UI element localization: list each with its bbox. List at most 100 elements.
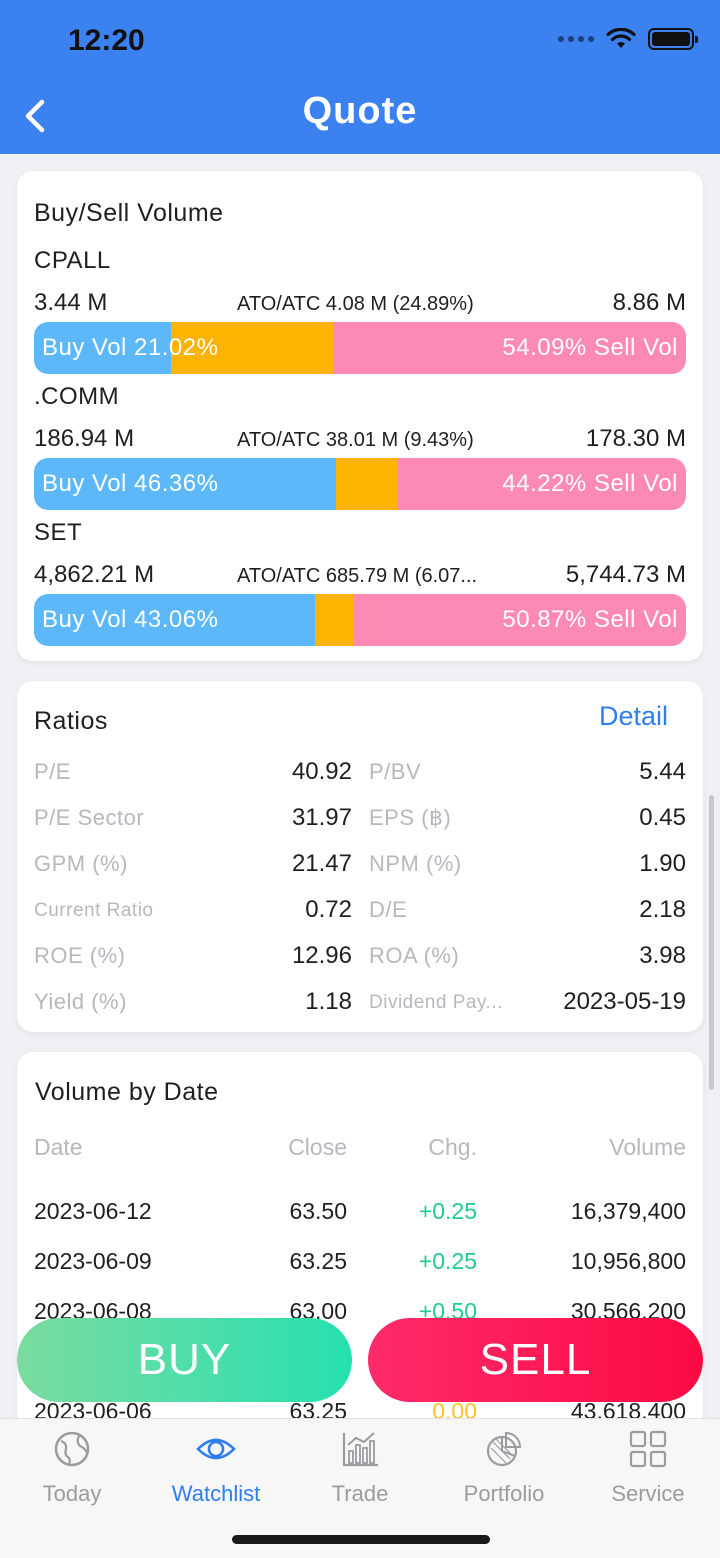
ratio-value: 1.18 [305, 988, 352, 1015]
ratio-label: ROE (%) [34, 943, 126, 968]
ratio-value: 2.18 [639, 896, 686, 923]
ratio-label: Yield (%) [34, 989, 127, 1014]
volume-bar: Buy Vol 43.06% 50.87% Sell Vol [34, 594, 686, 646]
ratio-label: P/E [34, 759, 71, 784]
volume-cell: 10,956,800 [570, 1248, 686, 1274]
ratio-value: 3.98 [639, 942, 686, 969]
ratio-value: 21.47 [291, 850, 352, 877]
globe-icon [54, 1431, 90, 1467]
tab-bar: Today Watchlist Trade Portfolio [0, 1418, 720, 1558]
column-header-date: Date [34, 1134, 83, 1160]
ato-atc-value: ATO/ATC 685.79 M (6.07... [237, 565, 478, 587]
buy-vol-label: Buy Vol 43.06% [42, 606, 219, 633]
buy-volume-value: 4,862.21 M [34, 561, 155, 588]
status-time: 12:20 [68, 24, 145, 57]
tab-label: Service [611, 1481, 685, 1506]
sell-segment [397, 458, 686, 510]
detail-link[interactable]: Detail [598, 701, 668, 731]
sell-volume-value: 178.30 M [585, 425, 686, 452]
ratio-label: GPM (%) [34, 851, 128, 876]
tab-label: Trade [331, 1481, 389, 1506]
ratio-value: 0.45 [639, 804, 686, 831]
buy-volume-value: 186.94 M [34, 425, 135, 452]
ratio-value: 12.96 [291, 942, 352, 969]
sell-volume-value: 5,744.73 M [565, 561, 686, 588]
tab-watchlist[interactable]: Watchlist [144, 1429, 288, 1507]
volume-symbol: SET [34, 519, 83, 546]
buy-button[interactable]: BUY [17, 1318, 352, 1402]
ato-atc-value: ATO/ATC 38.01 M (9.43%) [237, 429, 474, 451]
ratio-label: D/E [369, 897, 408, 922]
home-indicator [232, 1535, 490, 1544]
buy-vol-label: Buy Vol 21.02% [42, 334, 219, 361]
ratio-value: 40.92 [291, 758, 352, 785]
tab-portfolio[interactable]: Portfolio [432, 1429, 576, 1507]
sell-vol-label: 50.87% Sell Vol [502, 606, 678, 633]
volume-bar: Buy Vol 21.02% 54.09% Sell Vol [34, 322, 686, 374]
ratios-card: Ratios Detail P/E 40.92 P/BV 5.44 P/E Se… [17, 681, 703, 1032]
card-title: Ratios [34, 707, 108, 735]
volume-symbol: CPALL [34, 247, 111, 274]
sell-vol-label: 44.22% Sell Vol [502, 470, 678, 497]
ratio-label: NPM (%) [369, 851, 462, 876]
ratio-label: ROA (%) [369, 943, 460, 968]
ratio-label: Dividend Pay... [369, 992, 503, 1013]
volume-by-date-card: Volume by Date Date Close Chg. Volume 20… [17, 1052, 703, 1472]
sell-button[interactable]: SELL [368, 1318, 703, 1402]
ratio-label: EPS (฿) [369, 805, 452, 830]
tab-label: Portfolio [463, 1481, 545, 1506]
ato-atc-value: ATO/ATC 4.08 M (24.89%) [237, 293, 474, 315]
ato-segment [171, 322, 334, 374]
buy-sell-volume-card: Buy/Sell Volume CPALL 3.44 M ATO/ATC 4.0… [17, 171, 703, 661]
card-title: Volume by Date [35, 1078, 219, 1106]
buy-segment [34, 594, 315, 646]
close-cell: 63.50 [289, 1198, 347, 1224]
tab-trade[interactable]: Trade [288, 1429, 432, 1507]
volume-bar: Buy Vol 46.36% 44.22% Sell Vol [34, 458, 686, 510]
ratio-label: P/BV [369, 759, 422, 784]
change-cell: +0.25 [418, 1198, 477, 1224]
scrollbar[interactable] [709, 795, 714, 1090]
buy-segment [34, 322, 172, 374]
page-title: Quote [302, 90, 418, 132]
battery-icon [648, 28, 698, 50]
eye-icon [196, 1438, 236, 1460]
tab-label: Watchlist [171, 1481, 261, 1506]
buy-vol-label: Buy Vol 46.36% [42, 470, 219, 497]
wifi-icon [606, 28, 636, 48]
buy-segment [34, 458, 337, 510]
date-cell: 2023-06-09 [34, 1248, 152, 1274]
volume-symbol: .COMM [34, 383, 120, 410]
grid-icon [629, 1430, 667, 1468]
column-header-close: Close [288, 1134, 347, 1160]
tab-today[interactable]: Today [0, 1429, 144, 1507]
card-title: Buy/Sell Volume [34, 199, 224, 227]
close-cell: 63.25 [289, 1248, 347, 1274]
ratio-value: 5.44 [639, 758, 686, 785]
buy-volume-value: 3.44 M [34, 289, 108, 316]
sell-segment [354, 594, 686, 646]
column-header-chg: Chg. [428, 1134, 477, 1160]
tab-label: Today [42, 1481, 102, 1506]
ratio-value: 1.90 [639, 850, 686, 877]
ato-segment [336, 458, 398, 510]
back-button[interactable] [18, 96, 54, 136]
volume-cell: 16,379,400 [570, 1198, 686, 1224]
ratio-label: Current Ratio [34, 900, 154, 921]
change-cell: +0.25 [418, 1248, 477, 1274]
ratio-value: 0.72 [305, 896, 352, 923]
sell-segment [333, 322, 686, 374]
status-icons [558, 28, 698, 50]
bar-chart-icon [342, 1432, 378, 1467]
sell-volume-value: 8.86 M [612, 289, 686, 316]
tab-service[interactable]: Service [576, 1429, 720, 1507]
sell-vol-label: 54.09% Sell Vol [502, 334, 678, 361]
date-cell: 2023-06-12 [34, 1198, 152, 1224]
ratio-label: P/E Sector [34, 805, 145, 830]
ato-segment [314, 594, 355, 646]
pie-chart-icon [486, 1431, 522, 1467]
cellular-signal-icon [558, 36, 594, 42]
column-header-volume: Volume [609, 1134, 686, 1160]
ratio-value: 2023-05-19 [563, 988, 686, 1015]
app-header: 12:20 Quote [0, 0, 720, 154]
